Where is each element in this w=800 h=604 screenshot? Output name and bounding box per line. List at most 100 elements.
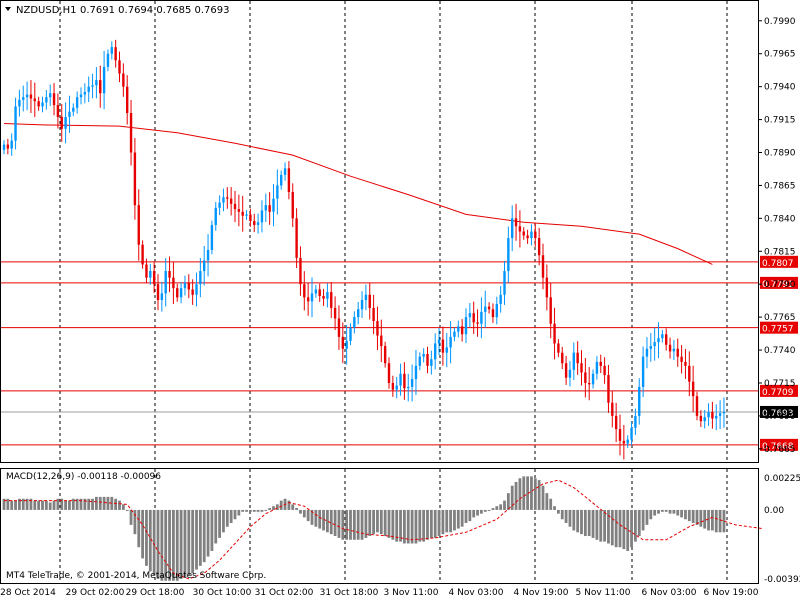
candle-body bbox=[29, 94, 33, 99]
macd-label: MACD(12,26,9) -0.00118 -0.00096 bbox=[6, 472, 161, 482]
macd-histogram-bar bbox=[326, 509, 329, 533]
macd-histogram-bar bbox=[672, 509, 676, 514]
macd-histogram-bar bbox=[630, 509, 633, 548]
macd-histogram-bar bbox=[657, 509, 660, 514]
candle-body bbox=[460, 326, 464, 335]
macd-histogram-bar bbox=[164, 509, 168, 581]
candle-body bbox=[495, 303, 498, 318]
macd-histogram-bar bbox=[684, 509, 687, 520]
candle-body bbox=[638, 386, 641, 416]
candle-body bbox=[195, 284, 198, 295]
candle-body bbox=[711, 411, 714, 419]
candle-body bbox=[222, 197, 225, 203]
macd-histogram-bar bbox=[329, 509, 333, 535]
macd-histogram-bar bbox=[102, 496, 106, 510]
macd-histogram-bar bbox=[333, 509, 337, 537]
macd-histogram-bar bbox=[91, 498, 94, 510]
level-price-label: 0.7807 bbox=[762, 259, 794, 269]
macd-panel-border bbox=[0, 468, 759, 584]
macd-histogram-bar bbox=[711, 509, 714, 531]
candle-body bbox=[18, 99, 21, 107]
macd-histogram-bar bbox=[322, 509, 325, 531]
x-tick-label: 5 Nov 11:00 bbox=[576, 588, 631, 598]
macd-histogram-bar bbox=[499, 504, 503, 510]
candle-body bbox=[622, 440, 626, 444]
candle-body bbox=[630, 427, 633, 440]
candle-body bbox=[564, 363, 568, 378]
y-tick-label: 0.7765 bbox=[764, 313, 796, 323]
candle-body bbox=[480, 311, 483, 324]
macd-histogram-bar bbox=[537, 480, 541, 510]
macd-histogram-bar bbox=[372, 509, 375, 535]
level-price-tag bbox=[760, 321, 798, 334]
macd-histogram-bar bbox=[187, 509, 191, 576]
candle-body bbox=[399, 373, 402, 386]
y-tick-label: 0.7865 bbox=[764, 181, 796, 191]
candle-body bbox=[595, 361, 599, 374]
candle-body bbox=[487, 306, 491, 310]
macd-histogram-bar bbox=[707, 509, 710, 531]
candle-body bbox=[584, 372, 587, 383]
macd-histogram-bar bbox=[360, 509, 364, 540]
candle-body bbox=[426, 354, 429, 366]
macd-histogram-bar bbox=[429, 509, 433, 538]
triangle-down-icon[interactable] bbox=[5, 7, 11, 11]
candle-body bbox=[322, 296, 325, 299]
macd-histogram-bar bbox=[349, 509, 352, 540]
macd-histogram-bar bbox=[33, 500, 37, 510]
macd-histogram-bar bbox=[241, 509, 245, 512]
candle-body bbox=[422, 354, 425, 357]
candle-body bbox=[611, 402, 614, 416]
macd-histogram-bar bbox=[310, 509, 314, 525]
candle-body bbox=[588, 382, 591, 385]
candle-body bbox=[295, 218, 298, 258]
macd-histogram-bar bbox=[376, 509, 379, 533]
macd-histogram-bar bbox=[599, 509, 603, 542]
candle-body bbox=[337, 318, 341, 337]
macd-histogram-bar bbox=[252, 509, 256, 512]
macd-histogram-bar bbox=[356, 509, 360, 540]
candle-body bbox=[249, 214, 252, 221]
candle-body bbox=[699, 415, 703, 422]
candle-body bbox=[229, 198, 233, 204]
candle-body bbox=[10, 140, 13, 149]
candle-body bbox=[684, 361, 687, 366]
y-tick-label: 0.7690 bbox=[764, 412, 796, 422]
candle-body bbox=[410, 379, 414, 387]
candle-body bbox=[214, 207, 217, 225]
candle-body bbox=[126, 86, 129, 113]
candle-body bbox=[657, 338, 660, 343]
macd-histogram-bar bbox=[48, 502, 52, 510]
candle-body bbox=[707, 411, 710, 418]
macd-histogram-bar bbox=[148, 509, 152, 572]
candle-body bbox=[318, 289, 321, 297]
macd-histogram-bar bbox=[464, 509, 468, 523]
candle-body bbox=[268, 205, 271, 212]
macd-histogram-bar bbox=[645, 509, 649, 525]
candle-body bbox=[330, 292, 333, 308]
candle-body bbox=[380, 335, 383, 347]
candle-body bbox=[91, 85, 94, 87]
macd-histogram-bar bbox=[364, 509, 368, 538]
level-price-tag bbox=[760, 438, 798, 451]
candle-body bbox=[607, 375, 610, 403]
candle-body bbox=[507, 238, 510, 272]
candle-body bbox=[141, 244, 144, 265]
macd-histogram-bar bbox=[391, 509, 395, 540]
x-tick-label: 6 Nov 19:00 bbox=[704, 588, 759, 598]
candle-body bbox=[49, 93, 52, 98]
candle-body bbox=[522, 231, 525, 236]
candle-body bbox=[33, 98, 36, 102]
macd-histogram-bar bbox=[121, 504, 125, 510]
candle-body bbox=[106, 53, 110, 67]
candle-body bbox=[376, 321, 379, 336]
candle-body bbox=[591, 373, 595, 385]
candle-body bbox=[187, 282, 190, 290]
candle-body bbox=[164, 271, 167, 294]
macd-histogram-bar bbox=[472, 509, 476, 518]
candle-body bbox=[534, 231, 537, 239]
macd-histogram-bar bbox=[29, 498, 33, 510]
candle-body bbox=[580, 363, 583, 373]
